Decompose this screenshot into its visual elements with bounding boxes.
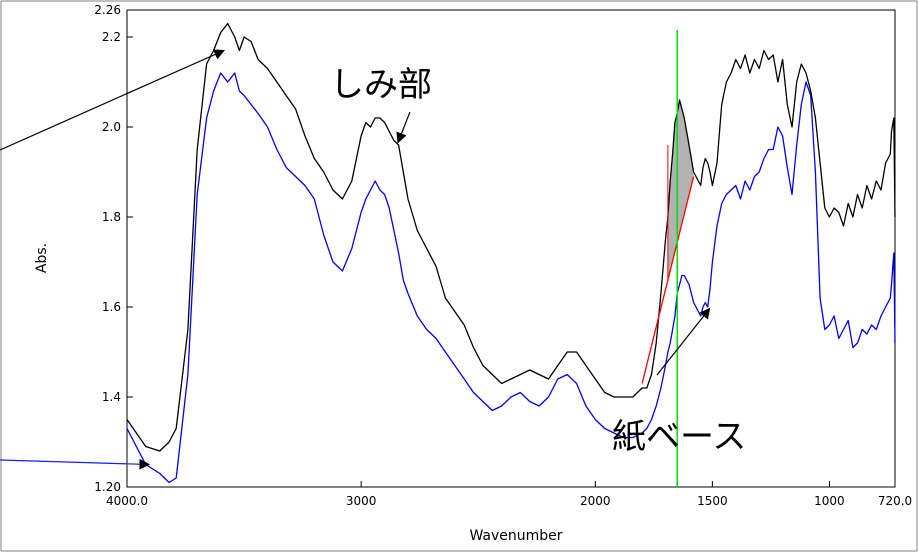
y-axis-title: Abs. [34,243,50,273]
series-line-stain [126,22,896,452]
annotation-paper-base-label: 紙ベース [612,417,746,457]
y-tick-label: 1.6 [102,300,121,314]
arrow-to-stain-peak [0,49,226,151]
series-line-paper [126,72,896,484]
y-tick-label: 1.4 [102,390,121,404]
plot-frame [126,9,896,488]
integrated-peak-area [667,100,694,280]
x-axis-title: Wavenumber [469,528,562,544]
x-tick-label: 4000.0 [106,494,148,508]
y-tick-label: 1.8 [102,210,121,224]
x-tick-label: 3000 [346,494,377,508]
x-tick-label: 1000 [814,494,845,508]
arrow-stain-label [396,111,411,144]
y-tick-label: 1.20 [94,480,121,494]
annotation-stain-label: しみ部 [330,65,432,105]
y-tick-label: 2.26 [94,3,121,17]
arrow-paper-base-label [656,307,711,376]
x-tick-label: 720.0 [878,494,912,508]
plot-area: 1.20 1.4 1.6 1.8 2.0 2.2 2.26 4000.0 3000 2000 150… [94,3,912,508]
arrow-to-paper-baseline [0,458,151,470]
y-tick-label: 2.2 [102,30,121,44]
y-tick-label: 2.0 [102,120,121,134]
annotation-arrows [0,49,711,470]
x-tick-label: 2000 [580,494,611,508]
x-tick-label: 1500 [697,494,728,508]
